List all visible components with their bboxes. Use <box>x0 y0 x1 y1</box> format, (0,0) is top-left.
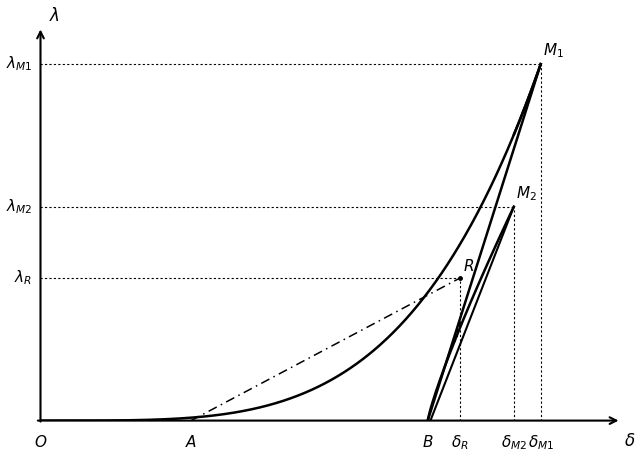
Text: $R$: $R$ <box>463 258 474 274</box>
Text: $\lambda$: $\lambda$ <box>49 7 60 25</box>
Text: $\lambda_{M1}$: $\lambda_{M1}$ <box>6 55 32 73</box>
Text: $M_2$: $M_2$ <box>516 184 537 203</box>
Text: $\delta$: $\delta$ <box>624 432 636 450</box>
Text: $M_1$: $M_1$ <box>543 42 564 60</box>
Text: $O$: $O$ <box>34 434 47 450</box>
Text: $\delta_R$: $\delta_R$ <box>451 434 469 453</box>
Text: $B$: $B$ <box>422 434 433 450</box>
Text: $\delta_{M2}$: $\delta_{M2}$ <box>501 434 527 453</box>
Text: $A$: $A$ <box>185 434 197 450</box>
Text: $\lambda_{M2}$: $\lambda_{M2}$ <box>6 197 32 216</box>
Text: $\delta_{M1}$: $\delta_{M1}$ <box>528 434 554 453</box>
Text: $\lambda_R$: $\lambda_R$ <box>14 269 32 287</box>
